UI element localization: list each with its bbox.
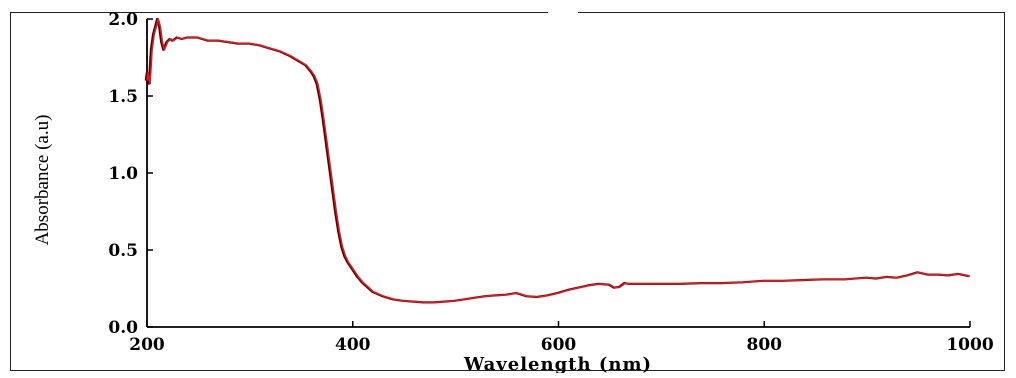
tick-labels: 200 400 600 800 1000 0.0 0.5 1.0 1.5 2.0 <box>108 10 993 355</box>
x-tick-label: 800 <box>747 335 783 355</box>
x-axis-title: Wavelength (nm) <box>463 354 652 373</box>
series-underlay-line <box>144 17 970 304</box>
figure-border <box>10 12 1005 371</box>
top-border-gap <box>548 9 578 17</box>
y-tick-label: 1.5 <box>108 87 138 107</box>
y-tick-label: 0.0 <box>108 318 138 338</box>
ticks <box>146 18 971 328</box>
x-tick-label: 600 <box>541 335 577 355</box>
series-layer <box>144 17 971 304</box>
y-tick-label: 1.0 <box>108 164 138 184</box>
x-tick-label: 200 <box>129 335 165 355</box>
x-tick-label: 400 <box>335 335 371 355</box>
absorbance-series-line <box>146 18 971 304</box>
y-axis-title: Absorbance (a.u) <box>32 115 53 246</box>
axes <box>146 19 970 328</box>
x-tick-label: 1000 <box>946 335 993 355</box>
y-tick-label: 0.5 <box>108 241 138 261</box>
y-tick-label: 2.0 <box>108 10 138 30</box>
